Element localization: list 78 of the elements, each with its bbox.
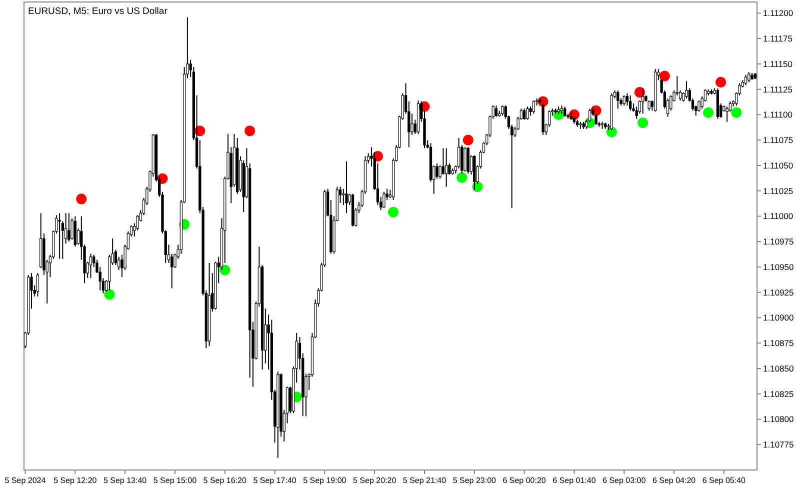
text: EURUSD, M5: Euro vs US Dollar	[28, 6, 168, 17]
candlestick	[616, 90, 620, 110]
candlestick	[89, 253, 92, 279]
y-tick-label: 1.11200	[763, 8, 794, 18]
candlestick	[74, 216, 76, 248]
candlestick	[36, 272, 40, 297]
candlestick	[522, 108, 526, 120]
point	[462, 134, 474, 146]
x-tick-label: 6 Sep 00:20	[502, 476, 546, 485]
point	[456, 172, 468, 183]
candlestick	[685, 80, 688, 99]
candlestick	[410, 113, 414, 136]
point	[638, 118, 648, 128]
y-tick-label: 1.11000	[763, 211, 794, 222]
candlestick	[342, 188, 345, 206]
y-tick-label: 1.11025	[763, 186, 794, 196]
point	[716, 76, 726, 88]
x-tick-label: 5 Sep 15:00	[153, 476, 198, 485]
candlestick	[448, 162, 451, 176]
candlestick	[464, 146, 466, 172]
point	[76, 194, 87, 204]
x-tick-label: 5 Sep 23:00	[452, 476, 497, 485]
candlestick	[648, 100, 650, 112]
point	[659, 70, 670, 82]
x-tick-label: 5 Sep 17:40	[253, 476, 297, 485]
point	[703, 107, 714, 118]
y-tick-label: 1.11150	[763, 58, 793, 69]
candlestick	[532, 100, 535, 114]
candlestick	[564, 106, 566, 118]
x-tick-label: 5 Sep 2024	[4, 476, 46, 485]
x-tick-label: 5 Sep 12:20	[54, 476, 98, 485]
y-tick-label: 1.10950	[763, 262, 794, 272]
candlestick	[442, 148, 445, 176]
point	[731, 107, 742, 118]
x-tick-label: 5 Sep 20:20	[353, 476, 397, 485]
x-tick-label: 6 Sep 05:40	[702, 476, 746, 485]
x-tick-label: 5 Sep 19:00	[303, 476, 347, 485]
candlestick	[445, 148, 448, 188]
y-tick-label: 1.11125	[763, 84, 793, 94]
point	[220, 264, 230, 276]
x-tick-label: 5 Sep 13:40	[103, 476, 148, 485]
candlestick	[501, 105, 504, 116]
candlestick	[345, 160, 348, 214]
point	[104, 289, 115, 300]
candlestick	[748, 72, 750, 83]
candlestick	[698, 100, 700, 112]
candlestick	[594, 113, 598, 126]
x-tick-label: 6 Sep 03:00	[602, 476, 646, 485]
candlestick	[68, 212, 70, 242]
point	[244, 126, 256, 136]
y-tick-label: 1.11100	[763, 110, 793, 120]
candlestick	[626, 92, 629, 106]
y-tick-label: 1.11050	[763, 160, 794, 170]
candlestick	[466, 146, 470, 174]
candlestick	[629, 94, 632, 112]
x-tick-label: 5 Sep 16:20	[203, 476, 247, 485]
y-tick-label: 1.10775	[763, 440, 794, 450]
y-tick-label: 1.10850	[763, 363, 794, 374]
candlestick	[382, 191, 386, 209]
y-tick-label: 1.10800	[763, 414, 794, 424]
y-tick-label: 1.11075	[763, 135, 794, 146]
candlestick	[642, 88, 644, 114]
y-tick-label: 1.10900	[763, 312, 794, 323]
candlestick	[58, 212, 61, 260]
y-tick-label: 1.10875	[763, 338, 794, 348]
y-tick-label: 1.10825	[763, 388, 794, 399]
x-tick-label: 6 Sep 01:40	[552, 476, 596, 485]
point	[388, 206, 399, 218]
y-tick-label: 1.10925	[763, 287, 794, 298]
y-tick-label: 1.10975	[763, 236, 794, 247]
candlestick	[436, 162, 438, 180]
y-tick-label: 1.11175	[763, 34, 793, 44]
x-tick-label: 6 Sep 04:20	[652, 476, 696, 485]
candlestick	[744, 74, 748, 86]
x-tick-label: 5 Sep 21:40	[402, 476, 447, 485]
candlestick	[494, 105, 498, 118]
candlestick	[526, 106, 529, 120]
candlestick	[622, 94, 626, 106]
